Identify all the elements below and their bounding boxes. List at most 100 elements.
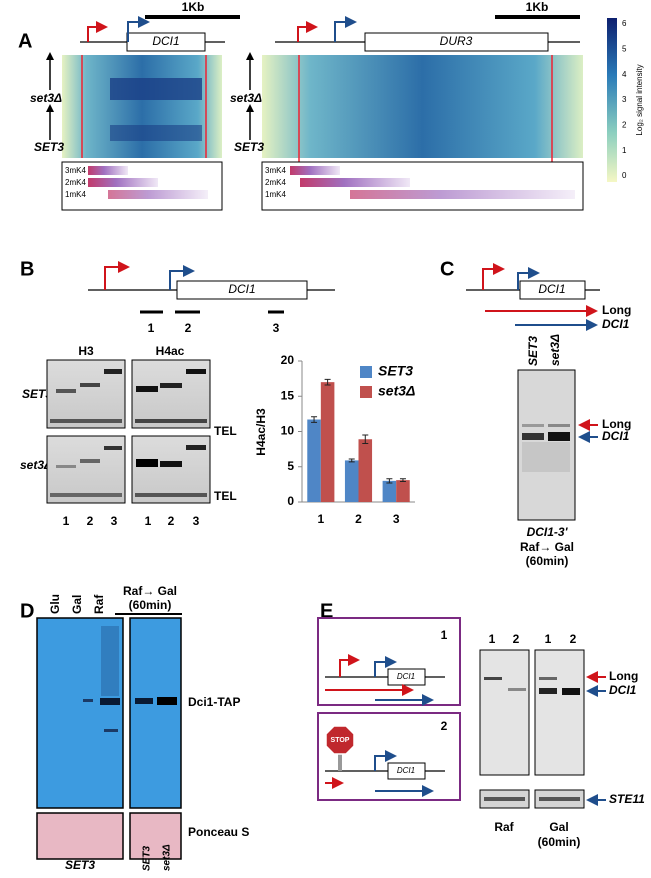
gene-name: DCI1 [228,282,255,296]
error-bar [324,378,331,386]
legend-swatch [360,386,372,398]
panel-label: C [440,258,454,280]
band-label: STE11 [609,792,645,806]
y-tick-label: 0 [287,494,294,508]
track-label: 3mK4 [265,166,286,175]
track [108,190,208,199]
promoter-arrow [517,267,540,290]
heatmap [62,55,222,158]
track [350,190,575,199]
promoter-arrow [374,750,397,771]
band-label: DCI1 [609,683,637,697]
y-tick-label: 15 [281,388,295,402]
antibody-label: H4ac [156,344,185,358]
amplicon-label: 1 [148,321,155,335]
band-label: Long [609,669,638,683]
promoter-arrow [339,654,360,677]
error-bar [362,434,369,444]
panel-label: B [20,258,34,280]
amplicon-label: 2 [185,321,192,335]
gene-name: DCI1 [397,672,415,681]
colorbar-tick-label: 0 [622,171,627,180]
bar [396,480,410,502]
row-label: set3Δ [30,91,62,105]
construct-label: 2 [441,719,448,733]
band [484,797,525,801]
band [539,797,580,801]
promoter-arrow [334,16,357,42]
promoter-arrow [87,21,108,42]
stop-pole [338,748,342,771]
band [484,677,502,680]
strain-label: set3Δ [162,844,173,871]
row-label: set3Δ [20,458,52,472]
ponceau-stain [36,812,124,860]
error-bar [386,478,393,484]
ponceau-stain [129,812,182,860]
control-label: TEL [214,424,237,438]
antibody-label: H3 [78,344,94,358]
error-bar [348,458,355,463]
y-axis-label: H4ac/H3 [254,408,268,456]
gene-name: DCI1 [538,282,565,296]
construct-box [317,617,461,706]
legend-label: SET3 [378,363,413,379]
lane-label: 1 [145,514,152,528]
strain-label: SET3 [142,846,153,871]
band [135,698,153,704]
band [522,433,544,440]
western-blot [129,617,182,809]
heatmap [262,55,583,158]
colorbar-ticks: 6 5 4 3 2 1 0 [622,19,627,180]
band [539,688,557,694]
gels [46,359,211,504]
colorbar [607,18,617,182]
arrowhead [246,52,254,60]
track-label: 1mK4 [265,190,286,199]
panel-label: E [320,600,333,622]
gene-name: DCI1 [397,766,415,775]
arrowhead [46,104,54,112]
band [104,729,118,732]
row-label: SET3 [22,387,52,401]
error-bar [399,478,406,483]
gene-box [364,32,549,52]
band [83,699,93,702]
arrowhead [46,52,54,60]
promoter-arrow [127,16,150,42]
condition-label: (60min) [538,835,581,849]
lane-label: SET3 [526,336,540,366]
colorbar-tick-label: 6 [622,19,627,28]
band [548,424,570,427]
lane-label: 3 [111,514,118,528]
caption: Raf→ Gal [520,540,574,554]
band [548,432,570,441]
gene-name: DUR3 [440,34,473,48]
gene-box [519,280,586,300]
colorbar-label: Log₂ signal intensity [635,64,644,135]
panel-label: A [18,30,32,52]
panel-b: DCI1 1 2 3 H3 H4ac SET3 set3Δ TEL TEL 1 … [20,261,335,528]
colorbar-tick-label: 2 [622,120,627,129]
arrowhead [246,104,254,112]
track-label: 1mK4 [65,190,86,199]
x-tick-label: 1 [317,512,324,526]
colorbar-tick-label: 3 [622,95,627,104]
protein-label: Dci1-TAP [188,695,240,709]
gene-name: DCI1 [152,34,179,48]
band [100,698,120,705]
caption: (60min) [526,554,569,568]
lane-label: 1 [489,632,496,646]
band [522,424,544,427]
band-label: DCI1 [602,429,630,443]
bar [358,439,373,502]
scale-label: 1Kb [526,0,549,14]
band [539,677,557,680]
bar [382,480,397,502]
promoter-arrow [374,656,397,677]
control-label: TEL [214,489,237,503]
colorbar-tick-label: 4 [622,70,627,79]
band-label: Long [602,417,631,431]
colorbar-tick-label: 5 [622,44,627,53]
